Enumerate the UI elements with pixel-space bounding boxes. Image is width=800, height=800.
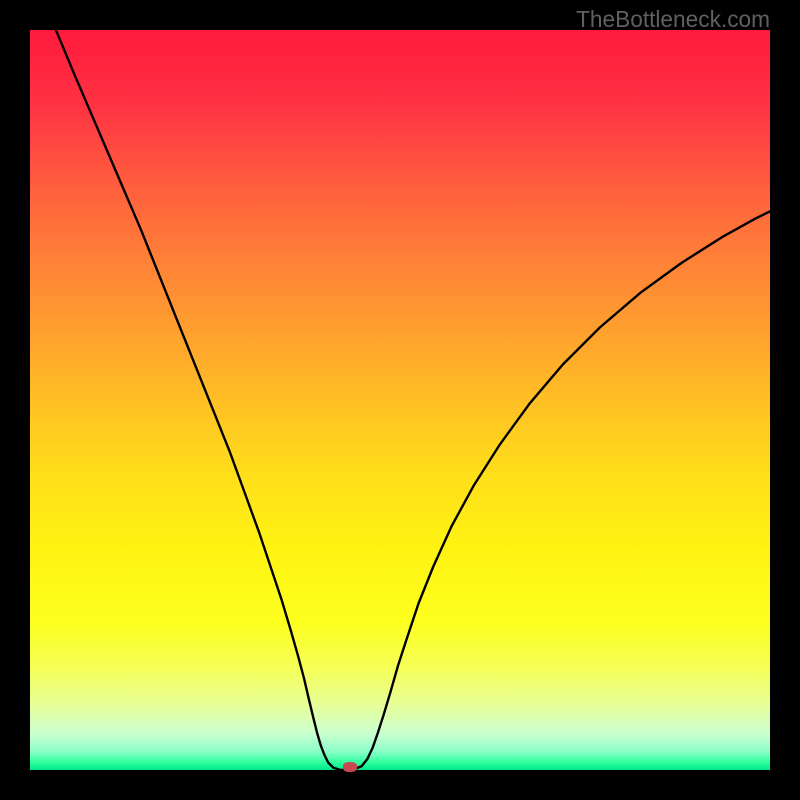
chart-container: TheBottleneck.com (0, 0, 800, 800)
bottleneck-curve (56, 30, 770, 770)
curve-layer (30, 30, 770, 770)
watermark-text: TheBottleneck.com (576, 6, 770, 33)
plot-area (30, 30, 770, 770)
minimum-marker (343, 762, 357, 772)
